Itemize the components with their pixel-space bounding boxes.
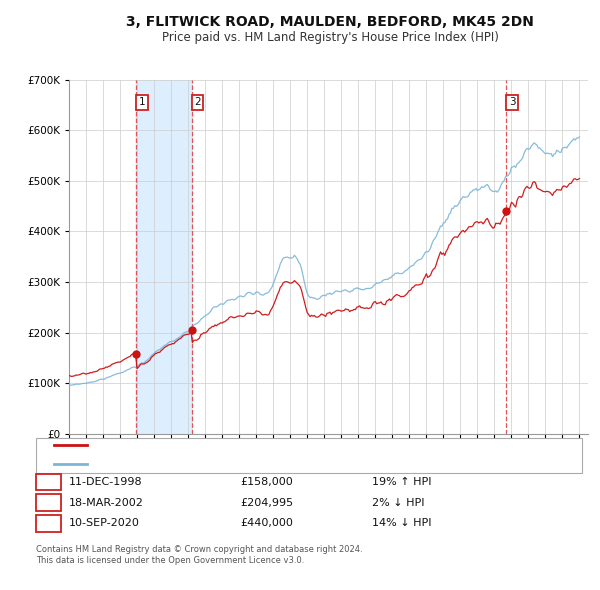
Text: HPI: Average price, detached house, Central Bedfordshire: HPI: Average price, detached house, Cent… bbox=[93, 460, 374, 469]
Text: £158,000: £158,000 bbox=[240, 477, 293, 487]
Text: £440,000: £440,000 bbox=[240, 519, 293, 528]
Text: Contains HM Land Registry data © Crown copyright and database right 2024.: Contains HM Land Registry data © Crown c… bbox=[36, 545, 362, 554]
Text: 3, FLITWICK ROAD, MAULDEN, BEDFORD, MK45 2DN (detached house): 3, FLITWICK ROAD, MAULDEN, BEDFORD, MK45… bbox=[93, 441, 439, 450]
Text: 18-MAR-2002: 18-MAR-2002 bbox=[69, 498, 144, 507]
Text: 3: 3 bbox=[45, 519, 52, 528]
Bar bbox=[136, 80, 191, 434]
Text: 10-SEP-2020: 10-SEP-2020 bbox=[69, 519, 140, 528]
Text: 3, FLITWICK ROAD, MAULDEN, BEDFORD, MK45 2DN: 3, FLITWICK ROAD, MAULDEN, BEDFORD, MK45… bbox=[126, 15, 534, 29]
Text: This data is licensed under the Open Government Licence v3.0.: This data is licensed under the Open Gov… bbox=[36, 556, 304, 565]
Text: 1: 1 bbox=[45, 477, 52, 487]
Text: 2: 2 bbox=[45, 498, 52, 507]
Text: £204,995: £204,995 bbox=[240, 498, 293, 507]
Text: 1: 1 bbox=[139, 97, 146, 107]
Text: 14% ↓ HPI: 14% ↓ HPI bbox=[372, 519, 431, 528]
Text: 2: 2 bbox=[194, 97, 201, 107]
Text: 3: 3 bbox=[509, 97, 515, 107]
Text: Price paid vs. HM Land Registry's House Price Index (HPI): Price paid vs. HM Land Registry's House … bbox=[161, 31, 499, 44]
Text: 19% ↑ HPI: 19% ↑ HPI bbox=[372, 477, 431, 487]
Text: 11-DEC-1998: 11-DEC-1998 bbox=[69, 477, 143, 487]
Text: 2% ↓ HPI: 2% ↓ HPI bbox=[372, 498, 425, 507]
